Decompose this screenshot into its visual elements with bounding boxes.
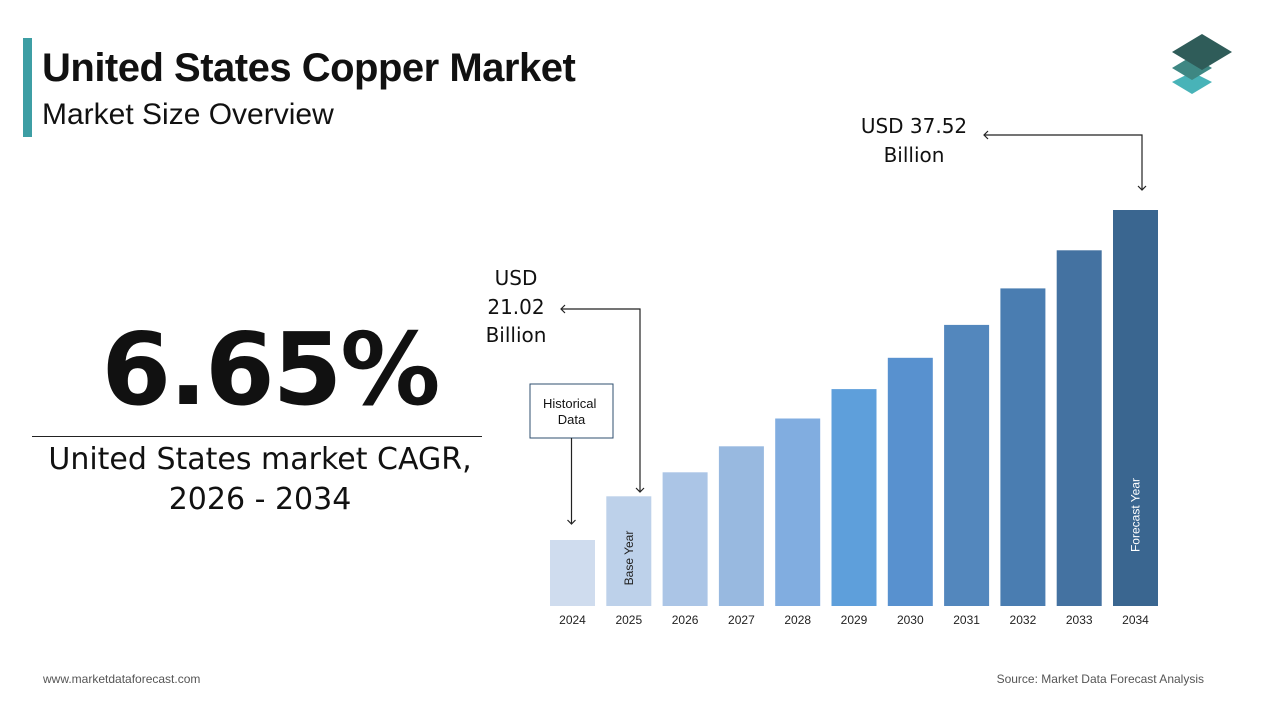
end-value-line2: Billion bbox=[884, 143, 945, 167]
x-tick-2031: 2031 bbox=[953, 613, 980, 627]
bar-2033 bbox=[1056, 250, 1102, 607]
cagr-value: 6.65% bbox=[101, 311, 441, 428]
cagr-label: United States market CAGR, 2026 - 2034 bbox=[20, 440, 500, 520]
bar-2032 bbox=[1000, 288, 1046, 606]
bar-2025 bbox=[606, 496, 652, 606]
cagr-label-line2: 2026 - 2034 bbox=[168, 482, 352, 517]
bar-2029 bbox=[831, 389, 877, 606]
x-tick-2030: 2030 bbox=[897, 613, 924, 627]
end-value-line1: USD 37.52 bbox=[861, 114, 967, 138]
bar-2026 bbox=[662, 472, 708, 606]
bar-inner-label-2034: Forecast Year bbox=[1129, 478, 1143, 552]
x-tick-2033: 2033 bbox=[1066, 613, 1093, 627]
x-tick-2029: 2029 bbox=[841, 613, 868, 627]
base-value-line1: USD bbox=[495, 266, 538, 290]
x-tick-2034: 2034 bbox=[1122, 613, 1149, 627]
base-value-arrow bbox=[560, 304, 645, 493]
bar-inner-label-2025: Base Year bbox=[622, 531, 636, 586]
page-title: United States Copper Market bbox=[42, 46, 576, 90]
x-tick-2024: 2024 bbox=[559, 613, 586, 627]
x-tick-2032: 2032 bbox=[1010, 613, 1037, 627]
footer-website: www.marketdataforecast.com bbox=[43, 672, 201, 686]
bar-2031 bbox=[944, 324, 990, 606]
historical-data-line1: Historical bbox=[543, 396, 597, 411]
bar-2028 bbox=[775, 418, 821, 606]
bar-2034 bbox=[1113, 210, 1158, 606]
x-tick-2028: 2028 bbox=[784, 613, 811, 627]
footer-source: Source: Market Data Forecast Analysis bbox=[996, 672, 1204, 686]
bar-2027 bbox=[718, 446, 764, 606]
base-value-line2: 21.02 bbox=[487, 295, 544, 319]
end-value-arrow bbox=[983, 130, 1147, 191]
x-tick-2027: 2027 bbox=[728, 613, 755, 627]
bars-layer: Base Year Forecast Year bbox=[550, 210, 1158, 607]
logo-layer-bottom bbox=[1172, 72, 1212, 94]
x-tick-2026: 2026 bbox=[672, 613, 699, 627]
stacked-layers-icon bbox=[1172, 34, 1232, 94]
logo-layer-top bbox=[1172, 34, 1232, 70]
cagr-label-line1: United States market CAGR, bbox=[48, 442, 472, 477]
historical-data-line2: Data bbox=[558, 412, 586, 427]
historical-data-box bbox=[529, 383, 614, 439]
page-subtitle: Market Size Overview bbox=[42, 98, 334, 131]
cagr-divider bbox=[32, 436, 482, 437]
base-value-line3: Billion bbox=[486, 323, 547, 347]
x-tick-labels: 2024 2025 2026 2027 2028 2029 2030 2031 2032 2033… bbox=[559, 613, 1149, 627]
bar-2030 bbox=[887, 357, 933, 606]
bar-2024 bbox=[550, 540, 595, 606]
title-accent-bar bbox=[23, 38, 32, 137]
x-tick-2025: 2025 bbox=[615, 613, 642, 627]
